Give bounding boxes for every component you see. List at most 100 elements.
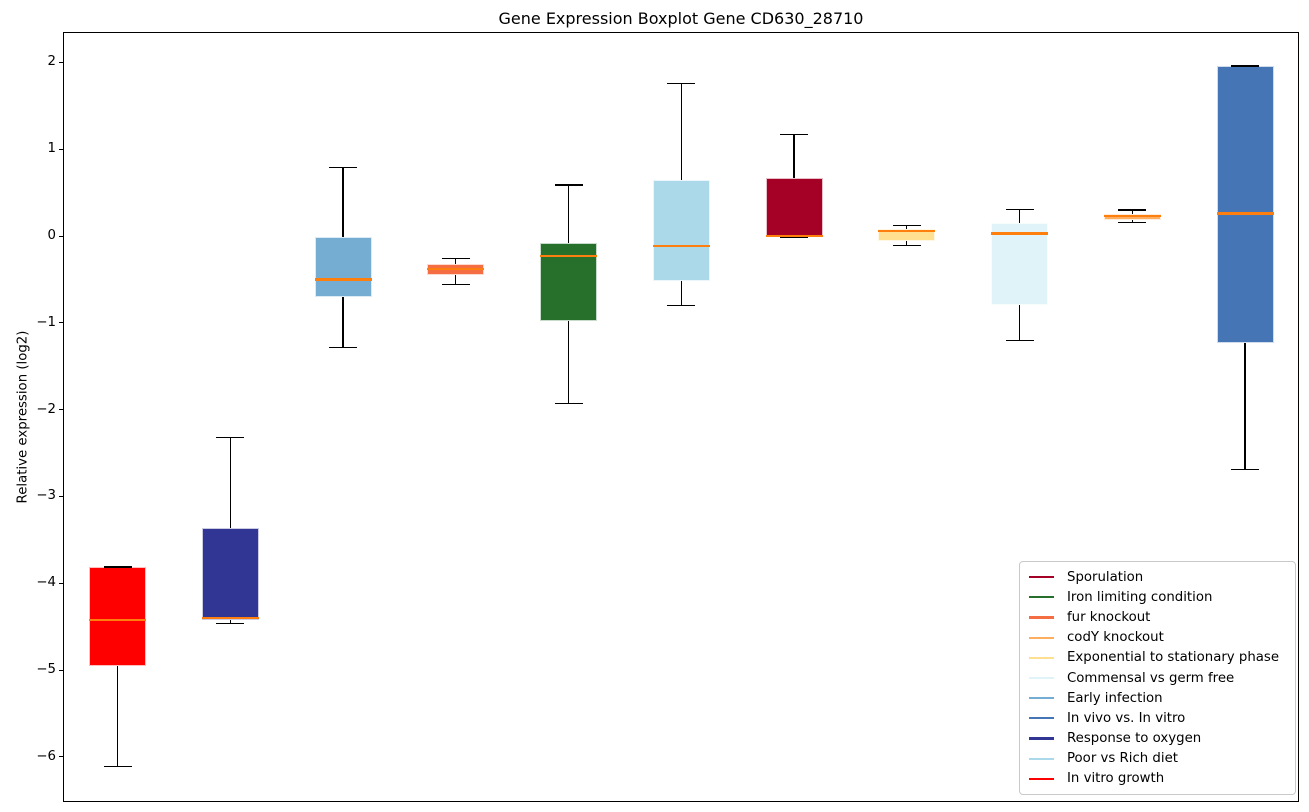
boxplot-cap-upper bbox=[103, 566, 132, 568]
legend-color-swatch bbox=[1029, 737, 1054, 740]
legend-color-swatch bbox=[1029, 697, 1054, 700]
boxplot-whisker-lower bbox=[342, 296, 344, 348]
y-tick-label: −5 bbox=[36, 662, 56, 678]
legend-color-swatch bbox=[1029, 717, 1054, 720]
legend-item-label: In vivo vs. In vitro bbox=[1067, 710, 1186, 726]
boxplot-median bbox=[201, 616, 259, 620]
y-tick-mark bbox=[59, 148, 63, 150]
boxplot-whisker-upper bbox=[906, 225, 908, 230]
y-tick-label: −1 bbox=[36, 314, 56, 330]
legend-item: In vitro growth bbox=[1020, 769, 1295, 789]
boxplot-cap-upper bbox=[216, 436, 245, 439]
boxplot-cap-upper bbox=[1005, 208, 1034, 210]
legend-color-swatch bbox=[1029, 575, 1054, 579]
y-tick-label: −4 bbox=[36, 575, 56, 591]
y-tick-mark bbox=[59, 61, 63, 63]
boxplot-cap-lower bbox=[103, 765, 132, 768]
boxplot-cap-upper bbox=[1231, 65, 1259, 67]
boxplot-whisker-upper bbox=[567, 184, 570, 244]
y-tick-label: −2 bbox=[36, 401, 56, 417]
legend-color-swatch bbox=[1029, 596, 1054, 599]
boxplot-whisker-lower bbox=[455, 275, 457, 285]
legend-color-swatch bbox=[1029, 777, 1054, 781]
y-tick-mark bbox=[59, 235, 63, 237]
y-tick-label: 0 bbox=[47, 228, 56, 243]
boxplot-whisker-lower bbox=[680, 281, 682, 306]
boxplot-whisker-upper bbox=[1131, 210, 1133, 214]
y-tick-mark bbox=[59, 495, 63, 497]
boxplot-box bbox=[765, 177, 823, 237]
boxplot-box bbox=[89, 566, 146, 666]
boxplot-median bbox=[1216, 212, 1274, 215]
boxplot-cap-lower bbox=[667, 304, 696, 307]
y-tick-label: 2 bbox=[47, 54, 56, 70]
boxplot-whisker-upper bbox=[455, 258, 457, 264]
legend-item: fur knockout bbox=[1020, 607, 1295, 627]
y-tick-label: −3 bbox=[36, 488, 56, 504]
boxplot-median bbox=[765, 235, 823, 238]
y-tick-mark bbox=[59, 756, 63, 758]
y-tick-mark bbox=[59, 669, 63, 671]
plot-area bbox=[63, 32, 1299, 802]
y-tick-label: −6 bbox=[36, 748, 56, 764]
boxplot-cap-lower bbox=[1005, 339, 1034, 341]
boxplot-cap-lower bbox=[892, 244, 921, 247]
boxplot-median bbox=[878, 229, 936, 232]
legend-color-swatch bbox=[1029, 757, 1054, 760]
boxplot-median bbox=[540, 255, 597, 258]
boxplot-median bbox=[89, 618, 146, 621]
legend-color-swatch bbox=[1029, 656, 1054, 659]
boxplot-cap-upper bbox=[554, 184, 583, 186]
boxplot-cap-upper bbox=[441, 258, 470, 260]
legend-item: codY knockout bbox=[1020, 628, 1295, 648]
boxplot-cap-lower bbox=[1118, 221, 1147, 223]
legend-item: Commensal vs germ free bbox=[1020, 668, 1295, 688]
boxplot-cap-upper bbox=[329, 166, 357, 169]
boxplot-box bbox=[878, 229, 936, 242]
boxplot-cap-lower bbox=[554, 402, 583, 405]
boxplot-whisker-lower bbox=[906, 241, 908, 246]
legend-item: Poor vs Rich diet bbox=[1020, 749, 1295, 769]
boxplot-median bbox=[991, 232, 1048, 235]
legend-item-label: Commensal vs germ free bbox=[1067, 670, 1235, 686]
legend-item-label: Iron limiting condition bbox=[1067, 589, 1213, 605]
legend: Sporulation Iron limiting condition fur kn… bbox=[1019, 561, 1296, 795]
boxplot-whisker-lower bbox=[1244, 342, 1246, 470]
boxplot-box bbox=[1216, 65, 1274, 343]
legend-item: Iron limiting condition bbox=[1020, 587, 1295, 607]
boxplot-cap-upper bbox=[892, 225, 921, 227]
legend-item: Exponential to stationary phase bbox=[1020, 648, 1295, 668]
legend-color-swatch bbox=[1029, 616, 1054, 619]
boxplot-median bbox=[427, 268, 485, 271]
legend-color-swatch bbox=[1029, 636, 1054, 639]
boxplot-cap-upper bbox=[667, 82, 696, 85]
boxplot-whisker-upper bbox=[229, 437, 231, 528]
y-tick-mark bbox=[59, 409, 63, 411]
legend-item-label: codY knockout bbox=[1067, 630, 1164, 646]
boxplot-cap-lower bbox=[216, 622, 245, 624]
legend-color-swatch bbox=[1029, 676, 1054, 680]
legend-item-label: In vitro growth bbox=[1067, 771, 1165, 787]
boxplot-box bbox=[991, 223, 1048, 305]
boxplot-whisker-lower bbox=[1131, 219, 1133, 223]
legend-item: Early infection bbox=[1020, 688, 1295, 708]
boxplot-cap-lower bbox=[441, 284, 470, 286]
legend-item: In vivo vs. In vitro bbox=[1020, 708, 1295, 728]
boxplot-cap-lower bbox=[329, 346, 357, 348]
boxplot-whisker-upper bbox=[1018, 209, 1021, 224]
chart-title: Gene Expression Boxplot Gene CD630_28710 bbox=[498, 9, 864, 28]
legend-item-label: Exponential to stationary phase bbox=[1067, 650, 1280, 666]
y-tick-mark bbox=[59, 322, 63, 324]
boxplot-cap-upper bbox=[780, 133, 808, 136]
legend-item: Sporulation bbox=[1020, 567, 1295, 587]
boxplot-box bbox=[652, 179, 710, 282]
boxplot-median bbox=[314, 278, 372, 281]
legend-item: Response to oxygen bbox=[1020, 728, 1295, 748]
boxplot-box bbox=[314, 237, 372, 297]
boxplot-whisker-upper bbox=[793, 134, 795, 178]
boxplot-box bbox=[201, 527, 259, 620]
boxplot-whisker-lower bbox=[567, 321, 570, 404]
legend-item-label: Sporulation bbox=[1067, 569, 1144, 585]
legend-item-label: Poor vs Rich diet bbox=[1067, 751, 1178, 767]
boxplot-median bbox=[652, 244, 710, 247]
